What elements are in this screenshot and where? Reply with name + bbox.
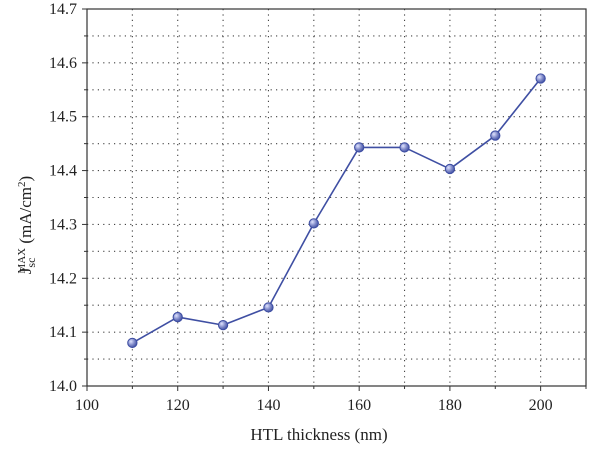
- y-axis-title-subscript: sc: [24, 258, 38, 268]
- data-point: [217, 319, 229, 331]
- y-axis-title-unit-power: 2: [16, 181, 28, 187]
- y-axis-title-unit-prefix: (mA/cm: [16, 187, 35, 248]
- data-point: [172, 311, 183, 323]
- x-tick-label: 140: [256, 397, 280, 414]
- y-tick-label: 14.7: [49, 1, 77, 18]
- axes: 100 120 140 160 180 200 14.0 14.1 14.2 14.3 14.4 14…: [49, 1, 587, 414]
- data-point: [308, 218, 319, 229]
- y-tick-label: 14.1: [49, 324, 77, 341]
- data-point: [399, 142, 410, 153]
- data-point: [535, 73, 546, 84]
- y-tick-label: 14.0: [49, 378, 77, 395]
- data-point: [444, 163, 456, 175]
- y-axis-title-main: J: [16, 267, 35, 274]
- grid-lines: [87, 9, 586, 386]
- series-layer: [127, 73, 546, 349]
- y-tick-label: 14.6: [49, 55, 77, 72]
- data-point: [127, 337, 138, 349]
- y-axis-title-unit-suffix: ): [16, 176, 35, 182]
- x-tick-label: 160: [347, 397, 371, 414]
- x-axis-title: HTL thickness (nm): [250, 425, 387, 444]
- y-tick-label: 14.5: [49, 109, 77, 126]
- y-tick-label: 14.3: [49, 216, 77, 233]
- data-point: [263, 302, 274, 313]
- y-tick-label: 14.4: [49, 163, 77, 180]
- y-axis-title-superscript: MAX: [16, 248, 28, 274]
- y-tick-label: 14.2: [49, 270, 77, 287]
- x-tick-label: 180: [438, 397, 462, 414]
- x-tick-label: 120: [166, 397, 190, 414]
- y-axis-title: JscMAX (mA/cm2): [16, 176, 38, 274]
- series-line: [131, 77, 542, 344]
- data-point: [354, 142, 365, 153]
- x-tick-label: 200: [529, 397, 553, 414]
- data-point: [490, 130, 501, 141]
- x-tick-label: 100: [75, 397, 99, 414]
